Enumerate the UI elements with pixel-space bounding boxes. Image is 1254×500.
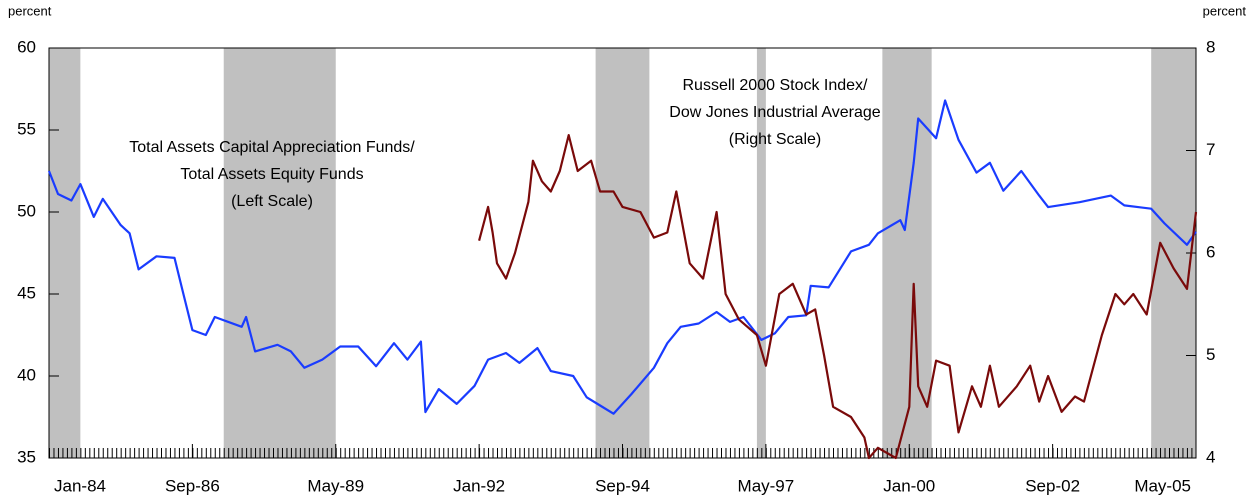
y-tick-label: 35	[17, 447, 36, 466]
annotation: Total Assets Capital Appreciation Funds/	[129, 139, 415, 156]
shaded-period	[49, 48, 81, 458]
y2-tick-label: 7	[1206, 140, 1215, 159]
y2-tick-label: 6	[1206, 242, 1215, 261]
x-tick-label: Sep-94	[595, 476, 650, 495]
x-tick-label: Jan-00	[883, 476, 935, 495]
y-tick-label: 55	[17, 119, 36, 138]
x-tick-label: May-97	[738, 476, 795, 495]
annotation: Russell 2000 Stock Index/	[683, 77, 869, 94]
x-tick-label: Jan-92	[453, 476, 505, 495]
annotation: Total Assets Equity Funds	[180, 166, 363, 183]
x-tick-label: May-89	[307, 476, 364, 495]
x-tick-label: Sep-86	[165, 476, 220, 495]
y-axis-label: percent	[8, 3, 52, 18]
y-tick-label: 50	[17, 201, 36, 220]
y-tick-label: 40	[17, 365, 36, 384]
y2-tick-label: 5	[1206, 345, 1215, 364]
y2-tick-label: 8	[1206, 37, 1215, 56]
x-tick-label: Jan-84	[54, 476, 106, 495]
shaded-period	[882, 48, 932, 458]
y2-axis-label: percent	[1203, 3, 1247, 18]
shaded-period	[595, 48, 650, 458]
annotation: (Right Scale)	[729, 131, 821, 148]
shaded-period	[223, 48, 336, 458]
line-series	[478, 134, 1198, 460]
annotation: (Left Scale)	[231, 193, 313, 210]
x-tick-label: May-05	[1134, 476, 1191, 495]
x-tick-label: Sep-02	[1025, 476, 1080, 495]
y-tick-label: 45	[17, 283, 36, 302]
line-series	[47, 99, 1197, 415]
shaded-period	[756, 48, 766, 458]
y2-tick-label: 4	[1206, 447, 1215, 466]
annotation: Dow Jones Industrial Average	[669, 104, 880, 121]
shading	[49, 48, 1196, 458]
y-tick-label: 60	[17, 37, 36, 56]
